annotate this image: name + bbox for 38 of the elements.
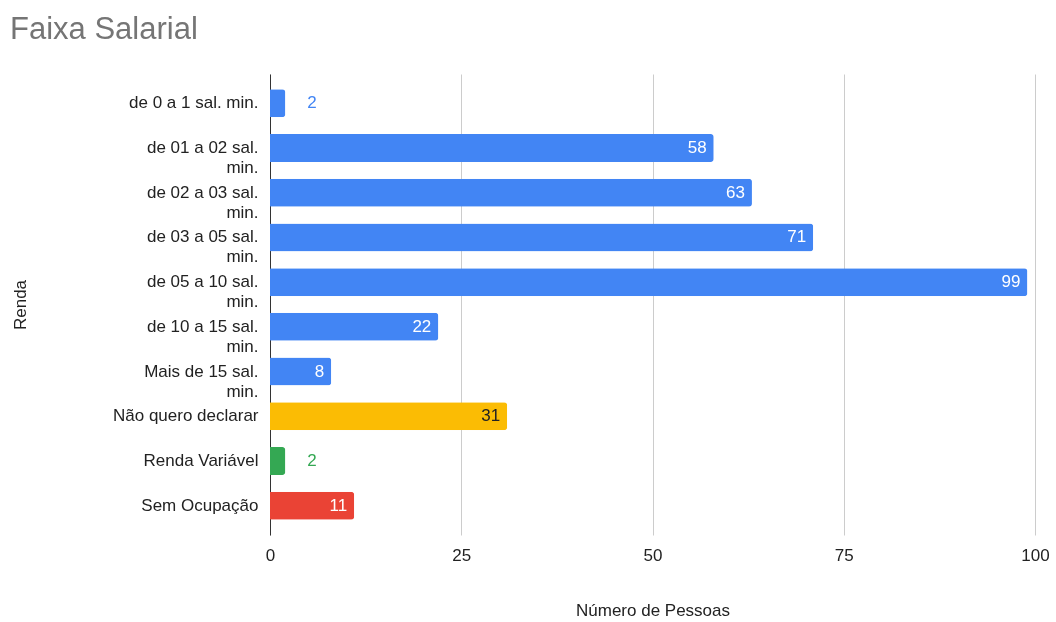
x-tick-label: 25: [452, 545, 472, 565]
data-label: 11: [329, 495, 348, 515]
x-axis-title: Número de Pessoas: [575, 600, 731, 620]
bar: [270, 447, 286, 475]
bar: [270, 357, 332, 386]
y-tick-label: de 05 a 10 sal. min.: [146, 272, 259, 312]
data-label: 31: [481, 406, 501, 426]
bar: [270, 491, 355, 520]
data-label: 58: [687, 138, 707, 157]
y-tick-label: de 02 a 03 sal. min.: [146, 182, 259, 222]
data-label: 8: [314, 361, 325, 381]
x-tick-label: 50: [643, 545, 663, 565]
bar: [270, 268, 1028, 297]
bar: [270, 312, 439, 341]
y-axis-title: Renda: [10, 279, 30, 331]
bar: [270, 223, 814, 252]
bar: [270, 89, 286, 118]
data-label: 71: [787, 227, 807, 247]
data-label: 2: [307, 93, 317, 113]
x-tick-label: 0: [265, 545, 276, 565]
x-tick-label: 75: [834, 545, 854, 565]
data-label: 2: [307, 451, 317, 470]
data-label: 99: [1001, 272, 1021, 292]
y-tick-label: de 01 a 02 sal. min.: [146, 138, 259, 177]
y-tick-label: Sem Ocupação: [141, 495, 259, 515]
x-tick-label: 100: [1021, 545, 1050, 565]
bar: [270, 134, 714, 162]
y-tick-label: Mais de 15 sal. min.: [144, 361, 259, 401]
y-tick-label: Renda Variável: [143, 451, 259, 470]
data-label: 63: [726, 182, 745, 202]
chart-title: Faixa Salarial: [10, 11, 198, 46]
data-label: 22: [412, 316, 432, 336]
bar: [270, 178, 752, 207]
bar: [270, 402, 508, 431]
y-tick-label: de 0 a 1 sal. min.: [129, 93, 259, 113]
y-tick-label: de 03 a 05 sal. min.: [146, 227, 259, 267]
y-tick-label: de 10 a 15 sal. min.: [146, 316, 259, 356]
y-tick-label: Não quero declarar: [112, 406, 259, 426]
